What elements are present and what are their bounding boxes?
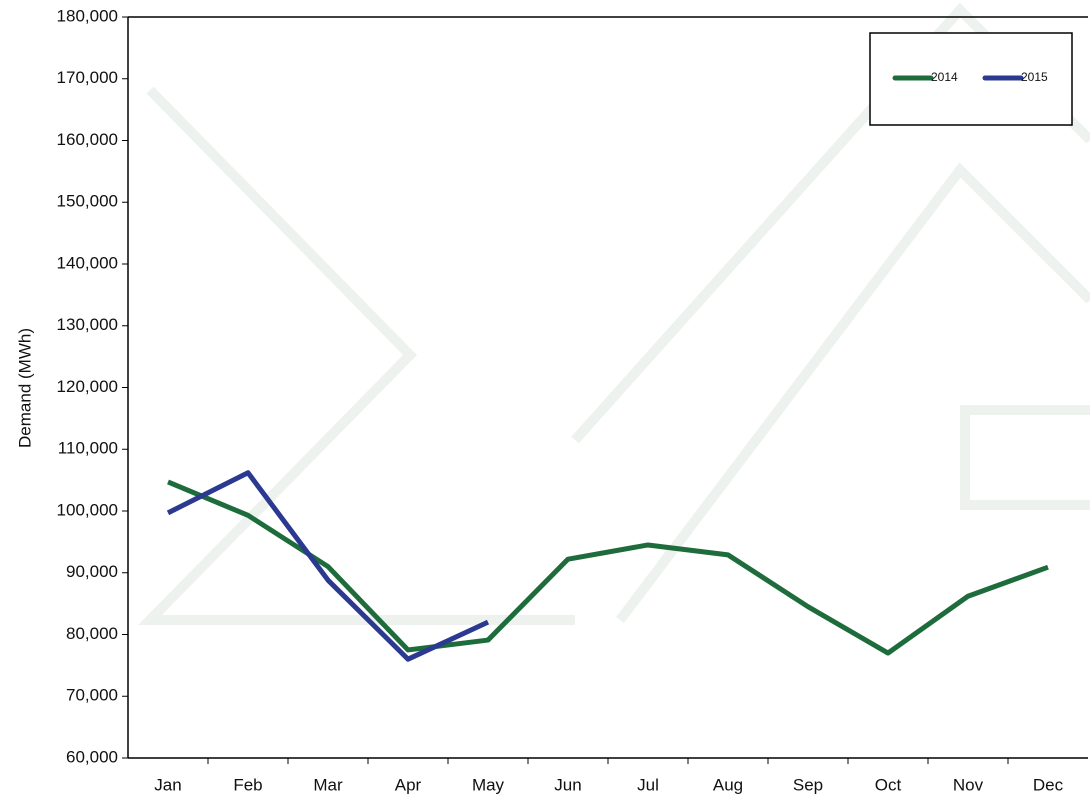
x-tick-label: Feb bbox=[233, 775, 262, 794]
y-tick-label: 80,000 bbox=[66, 624, 118, 643]
legend-label: 2014 bbox=[931, 70, 958, 84]
y-tick-label: 120,000 bbox=[57, 377, 118, 396]
y-tick-label: 90,000 bbox=[66, 562, 118, 581]
x-tick-label: May bbox=[472, 775, 505, 794]
y-tick-label: 180,000 bbox=[57, 6, 118, 25]
x-tick-label: Apr bbox=[395, 775, 422, 794]
legend-label: 2015 bbox=[1021, 70, 1048, 84]
y-tick-label: 130,000 bbox=[57, 315, 118, 334]
y-tick-label: 150,000 bbox=[57, 192, 118, 211]
y-tick-label: 60,000 bbox=[66, 747, 118, 766]
x-tick-label: Dec bbox=[1033, 775, 1064, 794]
y-axis-title: Demand (MWh) bbox=[15, 328, 34, 448]
y-tick-label: 110,000 bbox=[58, 439, 118, 458]
x-tick-label: Jul bbox=[637, 775, 659, 794]
y-tick-label: 140,000 bbox=[57, 253, 118, 272]
x-tick-label: Jun bbox=[554, 775, 581, 794]
x-tick-label: Sep bbox=[793, 775, 823, 794]
y-tick-label: 100,000 bbox=[57, 500, 118, 519]
y-tick-label: 160,000 bbox=[57, 130, 118, 149]
x-tick-label: Aug bbox=[713, 775, 743, 794]
series-line bbox=[166, 470, 490, 662]
y-tick-label: 70,000 bbox=[66, 686, 118, 705]
x-tick-label: Mar bbox=[313, 775, 343, 794]
series-line bbox=[167, 479, 1049, 656]
y-tick-label: 170,000 bbox=[57, 68, 118, 87]
x-tick-label: Oct bbox=[875, 775, 902, 794]
x-tick-label: Jan bbox=[154, 775, 181, 794]
x-tick-label: Nov bbox=[953, 775, 984, 794]
legend: 2014 2015 bbox=[869, 32, 1073, 126]
